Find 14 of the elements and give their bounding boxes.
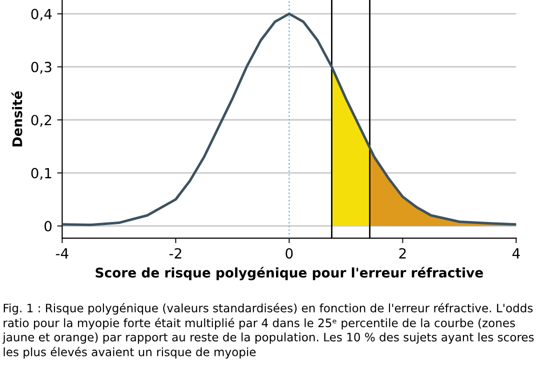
x-tick-label: 2: [399, 248, 406, 258]
x-axis-title: Score de risque polygénique pour l'erreur réfractive: [96, 266, 483, 280]
y-tick-label: 0,1: [31, 168, 52, 180]
x-tick-label: 4: [512, 248, 520, 258]
line-series: [62, 12, 516, 226]
x-tick-label: -4: [56, 248, 68, 258]
y-tick-label: 0,3: [31, 62, 52, 74]
y-tick-label: 0,4: [31, 8, 52, 21]
caption: Fig. 1 : Risque polygénique (valeurs standardisées) en fonction de l'erreur réfractive. L'odds ratio pour la myopie forte était multiplié par 4 dans le 25ᵉ percentile de la courbe (zones jaune et orange) par rapport au reste de la population. Les 10 % des sujets ayant les scores les plus élevés avaient un risque de myopie: [2, 303, 534, 359]
y-tick-label: 0,2: [31, 114, 52, 127]
x-tick-label: 0: [286, 248, 293, 259]
y-tick-label: 0: [44, 220, 52, 232]
y-axis-title: Densité: [12, 91, 22, 146]
x-tick-label: -2: [169, 248, 182, 258]
